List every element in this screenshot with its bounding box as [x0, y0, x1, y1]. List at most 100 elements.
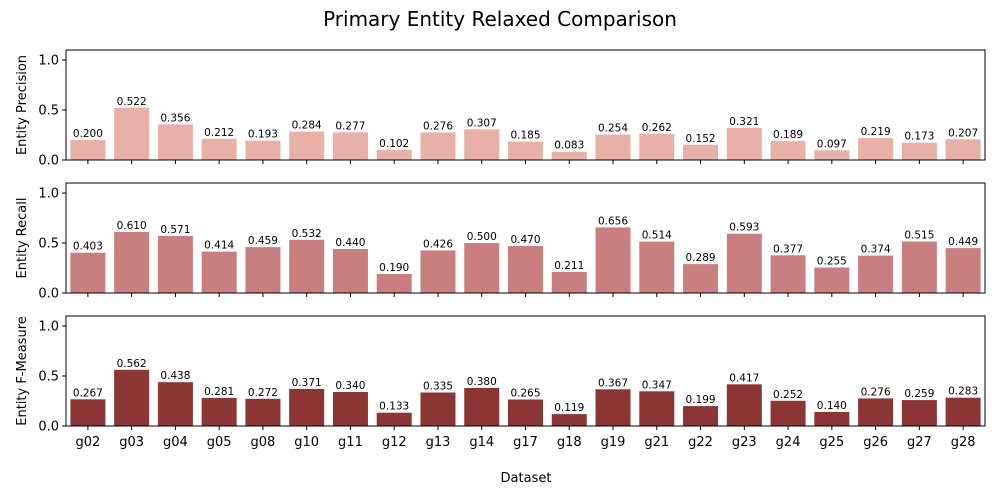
data-label: 0.340 — [335, 380, 365, 392]
y-tick-label: 0.0 — [38, 154, 59, 169]
bar — [858, 255, 894, 293]
data-label: 0.102 — [379, 138, 409, 150]
y-tick-label: 1.0 — [38, 320, 59, 335]
bar — [245, 247, 281, 293]
data-label: 0.283 — [948, 386, 978, 398]
data-label: 0.515 — [904, 230, 934, 242]
bar — [726, 384, 762, 426]
chart-panels: 0.200 0.522 0.356 0.212 0.193 0.284 0.277 0.102… — [15, 49, 986, 450]
bar — [70, 140, 106, 160]
data-label: 0.277 — [335, 120, 365, 132]
y-tick-label: 1.0 — [38, 187, 59, 202]
bar — [157, 382, 193, 426]
bar — [157, 124, 193, 160]
bar — [201, 138, 237, 160]
bar — [376, 149, 412, 160]
bar — [683, 264, 719, 293]
panel-1: 0.200 0.522 0.356 0.212 0.193 0.284 0.277 0.102… — [15, 49, 986, 169]
data-label: 0.097 — [817, 138, 847, 150]
bar — [157, 235, 193, 293]
chart-title: Primary Entity Relaxed Comparison — [323, 7, 677, 31]
x-tick-label: g14 — [469, 435, 494, 450]
bar — [901, 400, 937, 426]
bar — [945, 248, 981, 293]
x-tick-label: g08 — [251, 435, 276, 450]
data-label: 0.459 — [248, 235, 278, 247]
bar — [114, 369, 150, 426]
bar — [376, 274, 412, 293]
bar — [420, 392, 456, 426]
data-label: 0.514 — [642, 230, 672, 242]
x-tick-label: g19 — [601, 435, 626, 450]
y-tick-label: 0.5 — [38, 104, 59, 119]
y-tick-label: 0.5 — [38, 370, 59, 385]
bar — [420, 250, 456, 293]
bar — [332, 132, 368, 160]
x-tick-label: g23 — [732, 435, 757, 450]
bar — [726, 233, 762, 293]
data-label: 0.380 — [467, 376, 497, 388]
bar — [770, 141, 806, 160]
x-tick-label: g11 — [338, 435, 363, 450]
data-label: 0.193 — [248, 129, 278, 141]
x-tick-label: g10 — [294, 435, 319, 450]
bar — [595, 134, 631, 160]
bar — [289, 388, 325, 426]
x-tick-label: g17 — [513, 435, 538, 450]
bar — [901, 142, 937, 160]
bar — [376, 412, 412, 426]
bar — [858, 398, 894, 426]
x-tick-label: g21 — [644, 435, 669, 450]
x-axis-label: Dataset — [501, 471, 552, 486]
data-label: 0.374 — [861, 244, 891, 256]
data-label: 0.252 — [773, 389, 803, 401]
data-label: 0.403 — [73, 241, 103, 253]
data-label: 0.219 — [861, 126, 891, 138]
x-tick-label: g18 — [557, 435, 582, 450]
data-label: 0.276 — [423, 120, 453, 132]
data-label: 0.593 — [729, 222, 759, 234]
bar — [70, 399, 106, 426]
y-tick-label: 1.0 — [38, 54, 59, 69]
bar — [726, 127, 762, 160]
data-label: 0.259 — [904, 388, 934, 400]
bar — [332, 249, 368, 293]
bar — [245, 398, 281, 426]
bar — [464, 243, 500, 293]
y-axis-label: Entity Recall — [15, 198, 30, 279]
x-tick-label: g26 — [863, 435, 888, 450]
data-label: 0.133 — [379, 401, 409, 413]
data-label: 0.265 — [510, 388, 540, 400]
data-label: 0.347 — [642, 379, 672, 391]
bar — [507, 141, 544, 160]
bar — [464, 388, 500, 426]
x-tick-label: g05 — [207, 435, 232, 450]
data-label: 0.212 — [204, 127, 234, 139]
data-label: 0.500 — [467, 231, 497, 243]
data-label: 0.377 — [773, 243, 803, 255]
y-axis-label: Entity Precision — [15, 55, 30, 155]
data-label: 0.211 — [554, 260, 584, 272]
data-label: 0.335 — [423, 381, 453, 393]
data-label: 0.189 — [773, 129, 803, 141]
data-label: 0.254 — [598, 123, 628, 135]
data-label: 0.371 — [292, 377, 322, 389]
data-label: 0.426 — [423, 238, 453, 250]
bar — [639, 391, 675, 426]
bar — [814, 267, 850, 293]
data-label: 0.140 — [817, 400, 847, 412]
data-label: 0.449 — [948, 236, 978, 248]
y-tick-label: 0.0 — [38, 420, 59, 435]
data-label: 0.610 — [117, 220, 147, 232]
data-label: 0.656 — [598, 215, 628, 227]
panel-2: 0.403 0.610 0.571 0.414 0.459 0.532 0.440 0.190… — [15, 182, 986, 302]
bar — [858, 138, 894, 160]
bar — [683, 144, 719, 160]
data-label: 0.321 — [729, 116, 759, 128]
x-tick-label: g04 — [163, 435, 188, 450]
x-tick-label: g03 — [119, 435, 144, 450]
bar — [945, 397, 981, 426]
data-label: 0.199 — [686, 394, 716, 406]
bar — [420, 132, 456, 160]
